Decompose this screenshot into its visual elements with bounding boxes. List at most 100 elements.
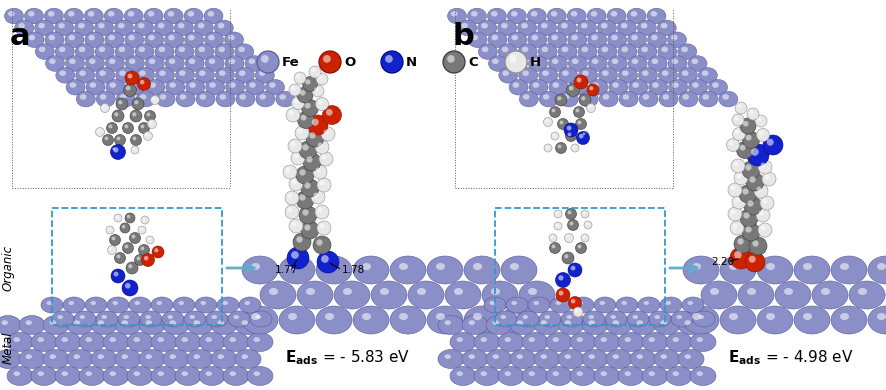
Ellipse shape bbox=[627, 8, 646, 24]
Ellipse shape bbox=[587, 84, 599, 96]
Ellipse shape bbox=[652, 58, 658, 64]
Ellipse shape bbox=[566, 83, 579, 96]
Ellipse shape bbox=[74, 354, 80, 359]
Ellipse shape bbox=[128, 35, 135, 40]
Ellipse shape bbox=[588, 105, 591, 108]
Ellipse shape bbox=[309, 132, 315, 138]
Ellipse shape bbox=[621, 47, 628, 52]
Ellipse shape bbox=[551, 108, 556, 112]
Ellipse shape bbox=[75, 67, 95, 83]
Ellipse shape bbox=[124, 8, 144, 24]
Ellipse shape bbox=[130, 135, 142, 145]
Ellipse shape bbox=[186, 80, 205, 95]
Ellipse shape bbox=[803, 263, 812, 270]
Ellipse shape bbox=[129, 82, 136, 88]
Ellipse shape bbox=[513, 82, 519, 88]
Text: a: a bbox=[10, 22, 30, 51]
Ellipse shape bbox=[55, 20, 74, 35]
Ellipse shape bbox=[189, 58, 195, 64]
Ellipse shape bbox=[61, 371, 68, 376]
Ellipse shape bbox=[618, 44, 637, 59]
Ellipse shape bbox=[148, 35, 155, 40]
Ellipse shape bbox=[105, 8, 123, 24]
Ellipse shape bbox=[696, 337, 703, 342]
Ellipse shape bbox=[175, 20, 193, 35]
Ellipse shape bbox=[86, 371, 92, 376]
Ellipse shape bbox=[746, 173, 764, 191]
Ellipse shape bbox=[568, 32, 587, 48]
Ellipse shape bbox=[510, 316, 536, 335]
Ellipse shape bbox=[622, 71, 629, 76]
Ellipse shape bbox=[606, 349, 632, 369]
Ellipse shape bbox=[539, 311, 561, 327]
Ellipse shape bbox=[159, 94, 167, 100]
Ellipse shape bbox=[188, 11, 194, 16]
Ellipse shape bbox=[154, 248, 159, 252]
Ellipse shape bbox=[185, 56, 204, 71]
Ellipse shape bbox=[775, 281, 811, 309]
Ellipse shape bbox=[598, 44, 617, 59]
Ellipse shape bbox=[299, 141, 317, 159]
Ellipse shape bbox=[38, 23, 45, 28]
Ellipse shape bbox=[652, 82, 659, 88]
Ellipse shape bbox=[495, 311, 517, 327]
Ellipse shape bbox=[571, 58, 579, 64]
Ellipse shape bbox=[204, 8, 223, 24]
Ellipse shape bbox=[65, 32, 84, 48]
Ellipse shape bbox=[758, 211, 764, 216]
Ellipse shape bbox=[176, 91, 195, 107]
Ellipse shape bbox=[618, 367, 644, 385]
Ellipse shape bbox=[486, 349, 512, 369]
Ellipse shape bbox=[19, 349, 45, 369]
Ellipse shape bbox=[236, 67, 254, 83]
Text: C: C bbox=[468, 55, 478, 69]
Ellipse shape bbox=[293, 233, 311, 251]
Ellipse shape bbox=[79, 367, 105, 385]
Ellipse shape bbox=[245, 56, 264, 71]
Ellipse shape bbox=[168, 35, 175, 40]
Ellipse shape bbox=[318, 75, 323, 80]
Ellipse shape bbox=[313, 236, 331, 254]
Ellipse shape bbox=[106, 80, 125, 95]
Ellipse shape bbox=[831, 306, 867, 334]
Ellipse shape bbox=[129, 232, 141, 243]
Ellipse shape bbox=[538, 44, 557, 59]
Ellipse shape bbox=[138, 23, 144, 28]
Ellipse shape bbox=[548, 8, 566, 24]
Ellipse shape bbox=[534, 316, 560, 335]
Ellipse shape bbox=[468, 32, 487, 48]
Ellipse shape bbox=[491, 288, 500, 295]
Ellipse shape bbox=[573, 106, 585, 117]
Ellipse shape bbox=[607, 8, 626, 24]
Ellipse shape bbox=[96, 128, 105, 136]
Ellipse shape bbox=[323, 106, 341, 124]
Ellipse shape bbox=[362, 263, 371, 270]
Ellipse shape bbox=[26, 320, 32, 325]
Ellipse shape bbox=[178, 47, 185, 52]
Ellipse shape bbox=[296, 236, 303, 243]
Ellipse shape bbox=[710, 288, 719, 295]
Ellipse shape bbox=[114, 135, 126, 145]
Ellipse shape bbox=[436, 313, 445, 320]
Ellipse shape bbox=[334, 281, 370, 309]
Ellipse shape bbox=[703, 94, 709, 100]
Ellipse shape bbox=[462, 349, 488, 369]
Ellipse shape bbox=[300, 90, 306, 96]
Ellipse shape bbox=[584, 221, 592, 229]
Ellipse shape bbox=[502, 71, 509, 76]
Ellipse shape bbox=[493, 354, 499, 359]
Ellipse shape bbox=[19, 316, 45, 335]
Ellipse shape bbox=[666, 367, 692, 385]
Ellipse shape bbox=[571, 35, 578, 40]
Ellipse shape bbox=[102, 315, 107, 319]
Ellipse shape bbox=[302, 209, 308, 216]
Ellipse shape bbox=[427, 256, 463, 284]
Ellipse shape bbox=[642, 367, 668, 385]
Ellipse shape bbox=[639, 91, 658, 107]
Ellipse shape bbox=[119, 47, 125, 52]
Ellipse shape bbox=[473, 263, 482, 270]
Ellipse shape bbox=[498, 20, 517, 35]
Ellipse shape bbox=[582, 133, 586, 135]
Ellipse shape bbox=[464, 256, 500, 284]
Ellipse shape bbox=[123, 315, 129, 319]
